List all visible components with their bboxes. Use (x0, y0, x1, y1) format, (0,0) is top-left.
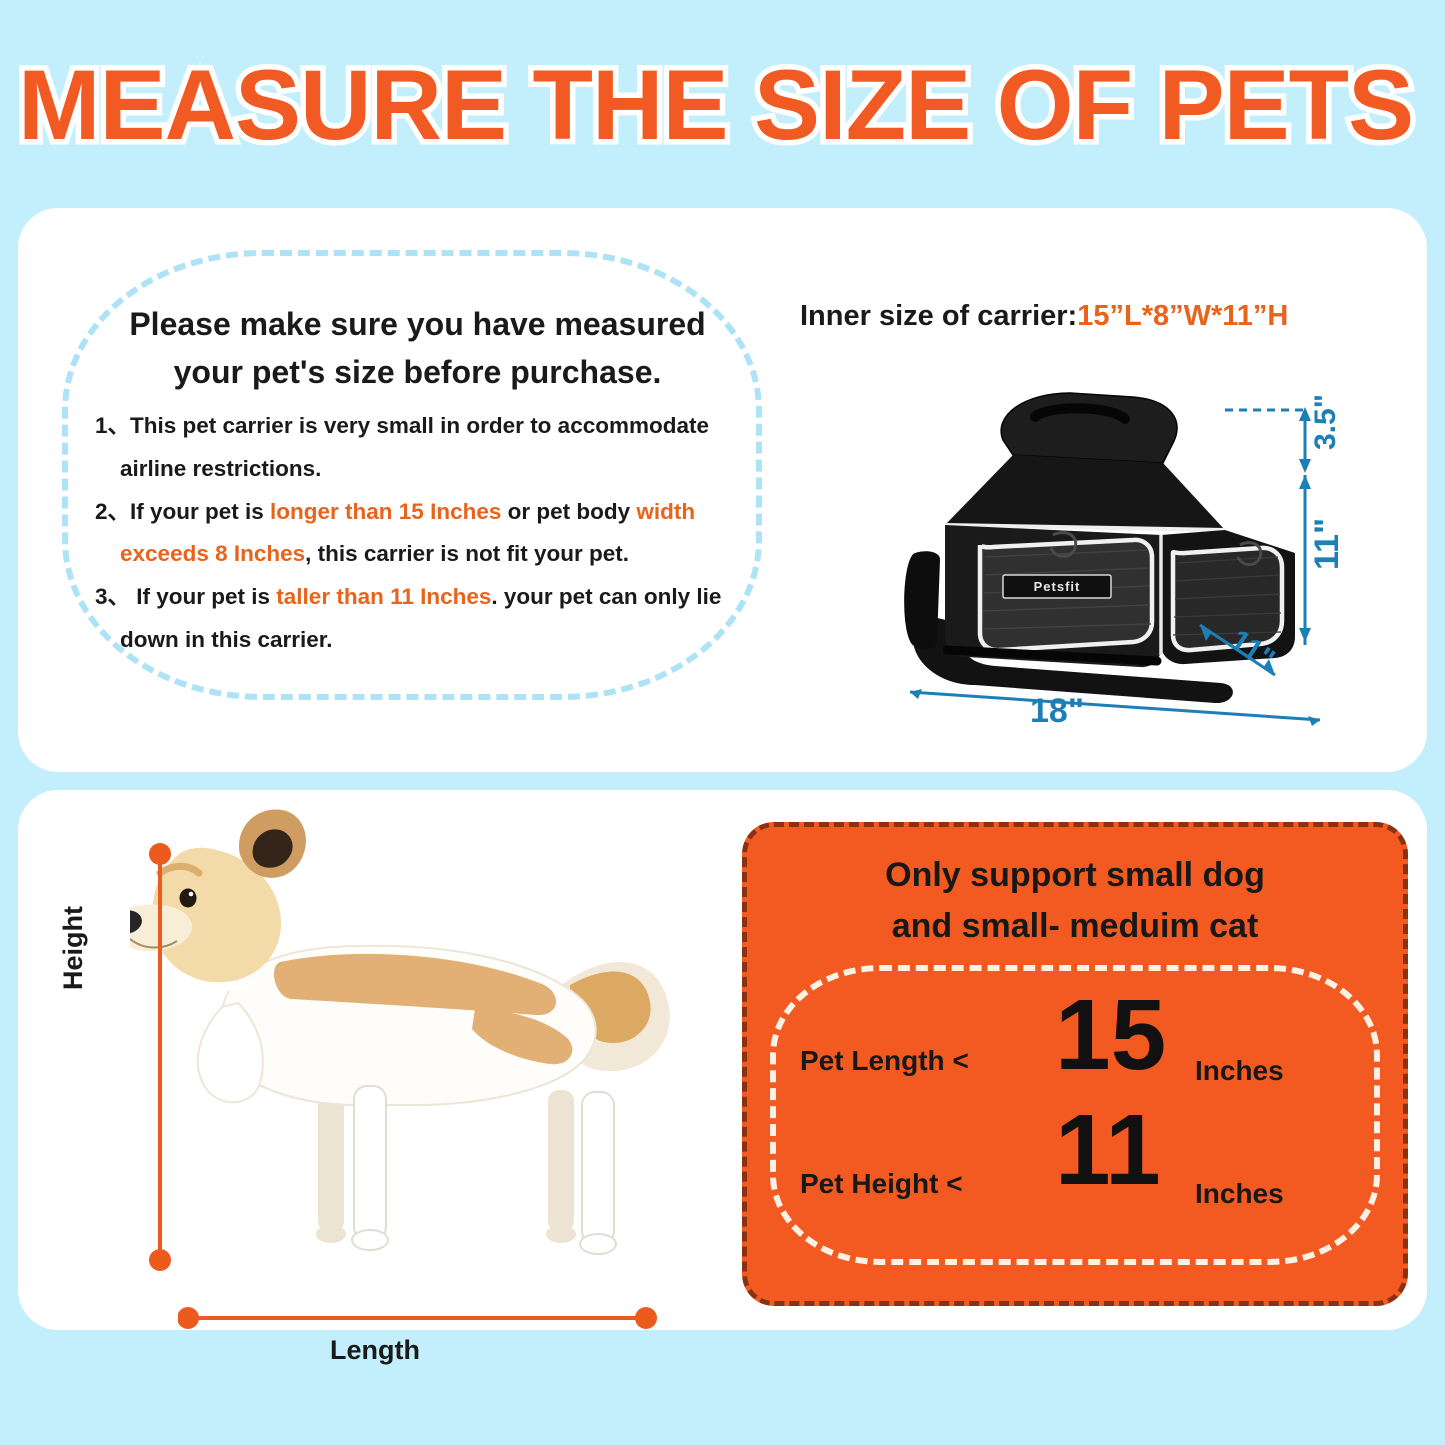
svg-text:3.5": 3.5" (1309, 395, 1342, 450)
svg-text:18": 18" (1030, 692, 1084, 730)
svg-text:11": 11" (1308, 518, 1346, 570)
